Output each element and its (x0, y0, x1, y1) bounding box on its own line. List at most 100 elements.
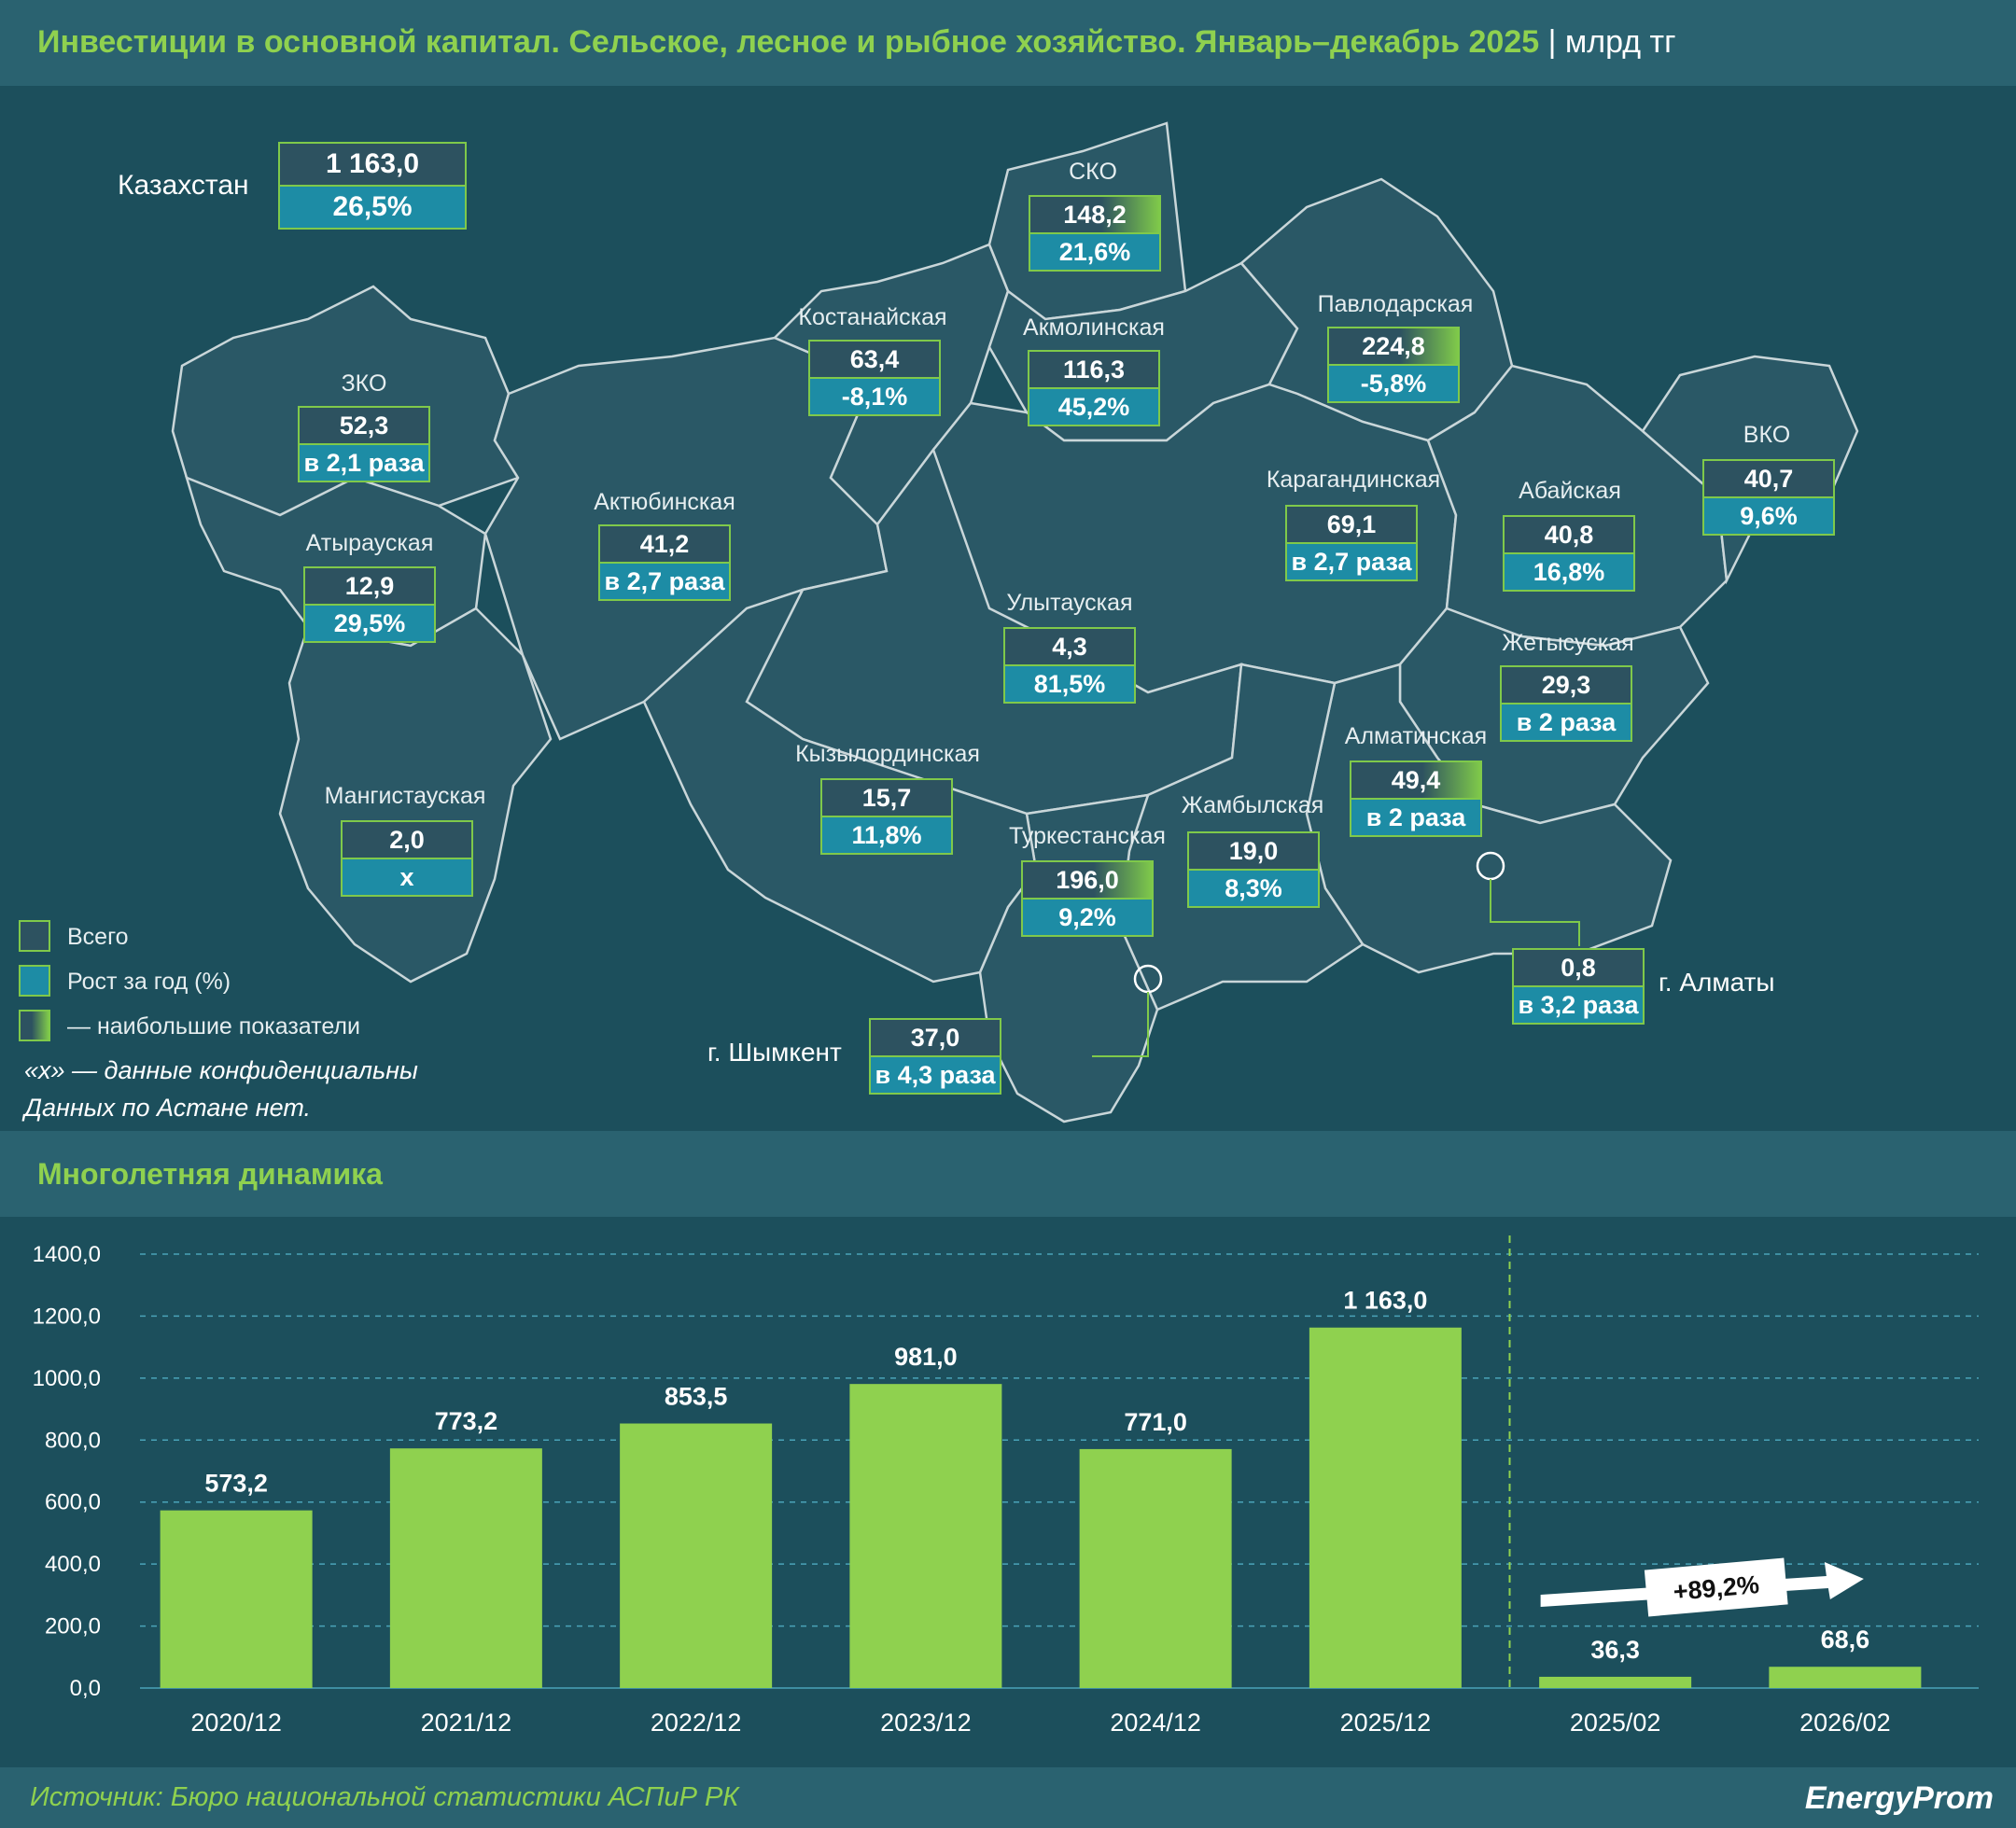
region-total-pavlodar: 224,8 (1329, 328, 1458, 366)
region-total-zko: 52,3 (300, 408, 428, 445)
region-total-turkestan: 196,0 (1023, 862, 1152, 900)
x-tick-label: 2022/12 (651, 1709, 742, 1737)
bar-value-label: 853,5 (665, 1383, 728, 1411)
title-text: Инвестиции в основной капитал. Сельское,… (37, 24, 1540, 60)
note-confidential: «х» — данные конфиденциальны (24, 1056, 418, 1084)
region-label-karaganda: Карагандинская (1266, 467, 1441, 493)
legend-swatch-highest (19, 1010, 50, 1041)
bar-value-label: 36,3 (1590, 1636, 1640, 1664)
bar (160, 1510, 313, 1688)
dynamics-title: Многолетняя динамика (37, 1157, 383, 1191)
region-growth-pavlodar: -5,8% (1329, 366, 1458, 401)
region-label-aktobe: Актюбинская (594, 489, 735, 515)
bar-value-label: 981,0 (894, 1343, 958, 1371)
y-tick-label: 400,0 (45, 1552, 101, 1577)
region-growth-sko: 21,6% (1030, 234, 1159, 270)
city-box-almaty: 0,8 в 3,2 раза (1512, 948, 1645, 1025)
region-box-zko: 52,3 в 2,1 раза (298, 406, 430, 482)
region-box-kyzylorda: 15,7 11,8% (820, 778, 953, 855)
region-label-almaty-reg: Алматинская (1344, 723, 1488, 749)
shymkent-leader-line (1092, 992, 1149, 1057)
region-box-zhetysu: 29,3 в 2 раза (1500, 665, 1632, 742)
kazakhstan-growth: 26,5% (280, 187, 465, 228)
region-label-turkestan: Туркестанская (1009, 823, 1166, 849)
region-growth-karaganda: в 2,7 раза (1287, 544, 1416, 579)
region-label-pavlodar: Павлодарская (1317, 291, 1474, 317)
legend-text-highest: — наибольшие показатели (67, 1013, 360, 1040)
city-growth-shymkent: в 4,3 раза (871, 1057, 1000, 1093)
kazakhstan-label: Казахстан (118, 170, 249, 201)
region-label-zko: ЗКО (341, 370, 387, 397)
region-box-mangistau: 2,0 х (341, 820, 473, 897)
region-label-vko: ВКО (1743, 422, 1791, 448)
region-growth-akmola: 45,2% (1029, 389, 1158, 425)
y-tick-label: 1200,0 (33, 1304, 101, 1329)
x-tick-label: 2024/12 (1110, 1709, 1201, 1737)
region-box-turkestan: 196,0 9,2% (1021, 860, 1154, 937)
bar (389, 1448, 542, 1688)
region-growth-atyrau: 29,5% (305, 606, 434, 641)
region-total-karaganda: 69,1 (1287, 507, 1416, 544)
y-tick-label: 1400,0 (33, 1242, 101, 1267)
y-tick-label: 800,0 (45, 1428, 101, 1453)
region-growth-turkestan: 9,2% (1023, 900, 1152, 935)
region-total-kyzylorda: 15,7 (822, 780, 951, 817)
region-growth-zhambyl: 8,3% (1189, 871, 1318, 906)
region-label-kostanay: Костанайская (798, 304, 947, 330)
city-label-almaty: г. Алматы (1659, 968, 1775, 997)
y-tick-label: 0,0 (70, 1676, 101, 1701)
footer: Источник: Бюро национальной статистики А… (0, 1767, 2016, 1828)
almaty-leader-line (1490, 879, 1580, 946)
region-total-sko: 148,2 (1030, 197, 1159, 234)
region-total-atyrau: 12,9 (305, 568, 434, 606)
x-tick-label: 2020/12 (190, 1709, 282, 1737)
bar (1309, 1327, 1462, 1688)
energyprom-logo: EnergyProm (1804, 1780, 1994, 1816)
region-label-ulytau: Улытауская (1006, 590, 1133, 616)
region-growth-ulytau: 81,5% (1005, 666, 1134, 702)
region-total-vko: 40,7 (1704, 461, 1833, 498)
region-box-almaty-reg: 49,4 в 2 раза (1350, 761, 1482, 837)
region-label-atyrau: Атырауская (305, 530, 434, 556)
region-total-akmola: 116,3 (1029, 352, 1158, 389)
city-total-almaty: 0,8 (1514, 950, 1643, 987)
region-total-ulytau: 4,3 (1005, 629, 1134, 666)
region-total-almaty-reg: 49,4 (1351, 762, 1480, 800)
region-growth-kostanay: -8,1% (810, 379, 939, 414)
region-box-akmola: 116,3 45,2% (1028, 350, 1160, 426)
region-box-kostanay: 63,4 -8,1% (808, 340, 941, 416)
region-growth-zhetysu: в 2 раза (1502, 705, 1631, 740)
region-growth-zko: в 2,1 раза (300, 445, 428, 481)
legend-swatch-total (19, 920, 50, 952)
notes: «х» — данные конфиденциальны Данных по А… (24, 1052, 418, 1126)
legend-text-total: Всего (67, 924, 129, 950)
bar-chart: 0,0 200,0 400,0 600,0 800,0 1000,0 1200,0 1400,… (33, 1235, 1979, 1737)
region-box-vko: 40,7 9,6% (1702, 459, 1835, 536)
legend-swatch-growth (19, 965, 50, 997)
region-label-abay: Абайская (1519, 478, 1621, 504)
x-tick-label: 2025/12 (1340, 1709, 1432, 1737)
region-total-kostanay: 63,4 (810, 342, 939, 379)
map-area: Казахстан 1 163,0 26,5% СКО 148,2 21,6% … (0, 86, 2016, 1131)
bar-value-label: 771,0 (1124, 1408, 1187, 1436)
bar-value-label: 773,2 (435, 1407, 498, 1435)
legend-text-growth: Рост за год (%) (67, 969, 231, 995)
x-tick-label: 2023/12 (880, 1709, 972, 1737)
x-tick-label: 2026/02 (1799, 1709, 1891, 1737)
region-growth-kyzylorda: 11,8% (822, 817, 951, 853)
page-title: Инвестиции в основной капитал. Сельское,… (37, 24, 1675, 61)
region-box-sko: 148,2 21,6% (1029, 195, 1161, 272)
bar-value-label: 1 163,0 (1343, 1287, 1427, 1315)
bar (1769, 1667, 1922, 1688)
region-box-atyrau: 12,9 29,5% (303, 566, 436, 643)
city-growth-almaty: в 3,2 раза (1514, 987, 1643, 1023)
bar-value-label: 68,6 (1821, 1626, 1870, 1654)
region-box-pavlodar: 224,8 -5,8% (1327, 327, 1460, 403)
city-label-shymkent: г. Шымкент (707, 1038, 842, 1067)
title-unit: | млрд тг (1547, 24, 1676, 60)
y-tick-label: 600,0 (45, 1490, 101, 1515)
region-label-kyzylorda: Кызылординская (795, 741, 980, 767)
region-label-zhetysu: Жетысуская (1502, 630, 1634, 656)
region-total-abay: 40,8 (1505, 517, 1633, 554)
region-box-karaganda: 69,1 в 2,7 раза (1285, 505, 1418, 581)
